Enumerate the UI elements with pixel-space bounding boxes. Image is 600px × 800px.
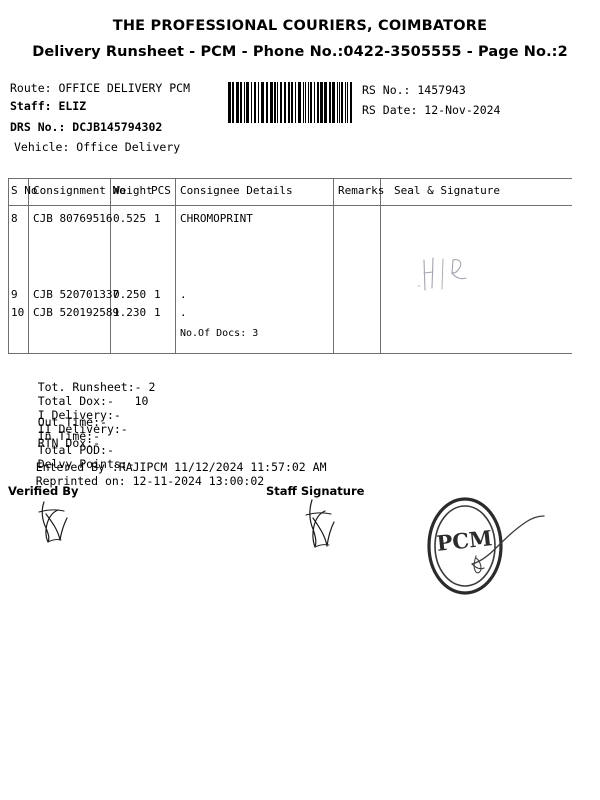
column-header-weight: Weight — [113, 184, 153, 197]
handwritten-remark-mark — [417, 257, 467, 291]
table-row: CJB 520701337 — [33, 288, 120, 301]
column-header-s-no: S No — [11, 184, 38, 197]
column-header-pcs: PCS — [151, 184, 171, 197]
rtn-dox-value: RTN Dox:- — [37, 436, 101, 450]
table-row: 1 — [154, 212, 161, 225]
pcm-stamp-icon: PCM — [427, 497, 503, 595]
table-row: 10 — [11, 306, 25, 319]
column-header-consignee: Consignee Details — [180, 184, 293, 197]
table-border-weight-pcs — [175, 178, 176, 354]
table-row: . — [180, 306, 187, 319]
consignment-table: S No Consignment No Weight PCS Consignee… — [8, 178, 572, 354]
verified-by-signature-ink — [38, 501, 68, 543]
table-border-remarks — [380, 178, 381, 354]
total-dox-value: Total Dox:- 10 — [37, 394, 149, 408]
table-row: 1 — [154, 288, 161, 301]
i-delivery-value: I Delivery:- — [37, 408, 121, 422]
table-row: CHROMOPRINT — [180, 212, 253, 225]
page-title-subtitle: Delivery Runsheet - PCM - Phone No.:0422… — [32, 44, 568, 60]
verified-by-label: Verified By — [8, 484, 79, 498]
column-header-seal-signature: Seal & Signature — [394, 184, 500, 197]
vehicle-value: Vehicle: Office Delivery — [14, 140, 181, 154]
table-border-left — [8, 178, 9, 354]
table-row: 0.250 — [113, 288, 147, 301]
rs-no-value: RS No.: 1457943 — [362, 83, 466, 97]
table-top-border — [8, 178, 572, 179]
times-row: Out Time:- In Time:- Total POD:- Delvy P… — [10, 401, 141, 485]
column-header-remarks: Remarks — [338, 184, 385, 197]
delvy-points-value: Delvy Points:- — [37, 457, 135, 471]
ii-delivery-value: II Delivery:- — [37, 422, 128, 436]
staff-signature-label: Staff Signature — [266, 484, 365, 498]
table-bottom-border — [8, 353, 572, 354]
stamp-overlay-signature-ink — [471, 515, 545, 574]
table-row: CJB 520192589 — [33, 306, 120, 319]
table-border-sno — [28, 178, 29, 354]
column-header-consignment-no: Consignment No — [33, 184, 126, 197]
table-border-consignment — [110, 178, 111, 354]
table-row: 9 — [11, 288, 18, 301]
out-time-value: Out Time:- — [37, 415, 107, 429]
in-time-value: In Time:- — [37, 429, 101, 443]
staff-value: Staff: ELIZ — [10, 99, 87, 113]
total-pod-value: Total POD:- — [37, 443, 114, 457]
audit-row: Entered By :RAJIPCM 11/12/2024 11:57:02 … — [8, 446, 327, 502]
drs-no-value: DRS No.: DCJB145794302 — [10, 120, 163, 134]
table-row: CJB 80769516 — [33, 212, 113, 225]
route-value: Route: OFFICE DELIVERY PCM — [10, 81, 191, 95]
totals-row: Tot. Runsheet:- 2 Total Dox:- 10 I Deliv… — [10, 366, 168, 464]
table-row: 1 — [154, 306, 161, 319]
table-row: . — [180, 288, 187, 301]
table-header-border — [8, 205, 572, 206]
table-row: 1.230 — [113, 306, 147, 319]
page-title-company: THE PROFESSIONAL COURIERS, COIMBATORE — [112, 18, 488, 34]
rs-date-value: RS Date: 12-Nov-2024 — [362, 103, 501, 117]
reprinted-on-value: Reprinted on: 12-11-2024 13:00:02 — [35, 474, 265, 488]
staff-signature-ink — [305, 499, 335, 548]
drs-barcode — [228, 82, 352, 123]
pcm-stamp-text: PCM — [435, 525, 493, 556]
table-row: 0.525 — [113, 212, 147, 225]
table-row: 8 — [11, 212, 18, 225]
no-of-docs-value: No.Of Docs: 3 — [180, 328, 259, 339]
table-border-consignee — [333, 178, 334, 354]
entered-by-value: Entered By :RAJIPCM 11/12/2024 11:57:02 … — [35, 460, 327, 474]
tot-runsheet-value: Tot. Runsheet:- 2 — [37, 380, 156, 394]
